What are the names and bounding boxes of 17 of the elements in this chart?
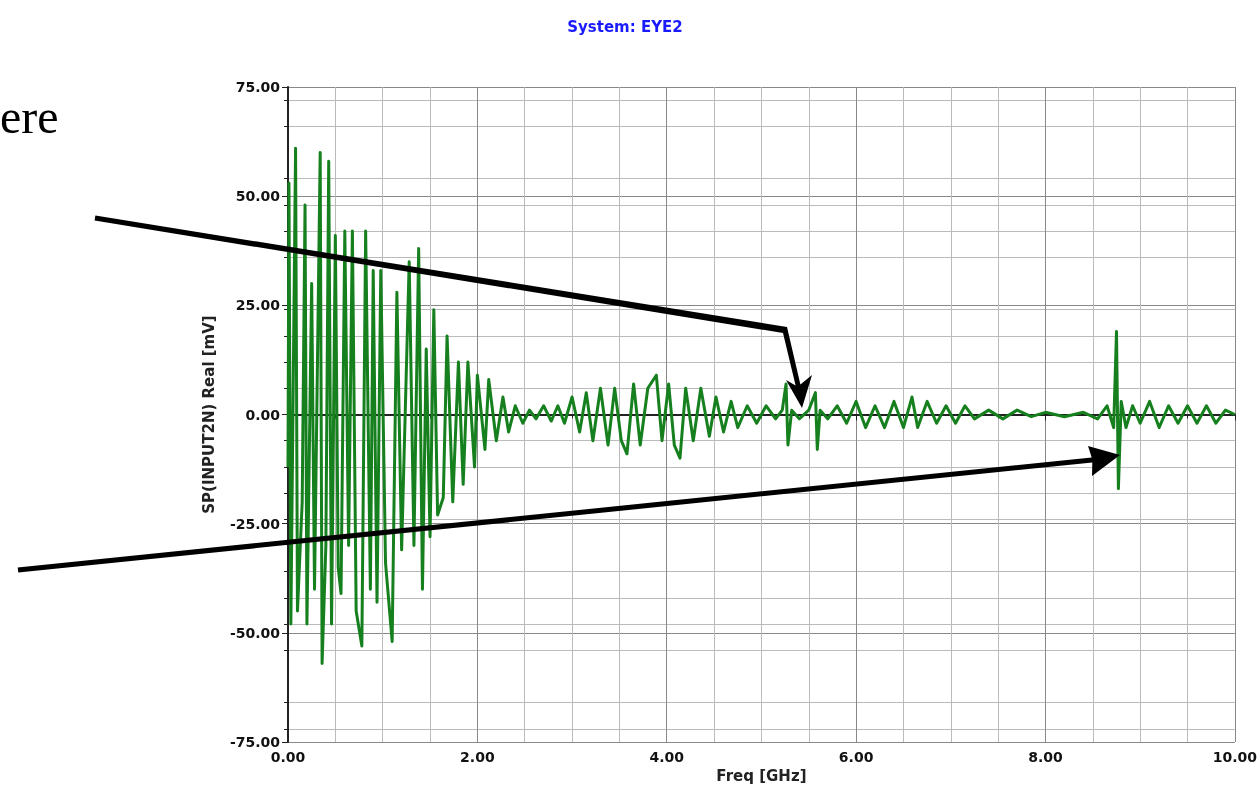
x-tick-label: 10.00 (1212, 749, 1258, 765)
y-tick-label: -25.00 (229, 515, 281, 532)
y-tick-label: -50.00 (229, 624, 281, 641)
y-tick-label: 75.00 (235, 79, 281, 95)
x-tick-label: 6.00 (838, 749, 874, 765)
y-axis-title: SP(INPUT2N) Real [mV] (199, 315, 218, 514)
y-tick-label: -75.00 (229, 734, 281, 750)
x-tick-label: 2.00 (460, 749, 495, 765)
chart-title: System: EYE2 (567, 17, 683, 36)
x-tick-label: 4.00 (649, 749, 685, 765)
y-tick-label: 25.00 (235, 297, 281, 314)
y-tick-label: 50.00 (235, 188, 281, 205)
y-tick-label: 0.00 (245, 406, 281, 423)
x-axis-title: Freq [GHz] (716, 767, 807, 786)
text: ere (0, 89, 59, 143)
x-tick-label: 8.00 (1028, 749, 1064, 765)
x-tick-label: 0.00 (270, 749, 306, 765)
